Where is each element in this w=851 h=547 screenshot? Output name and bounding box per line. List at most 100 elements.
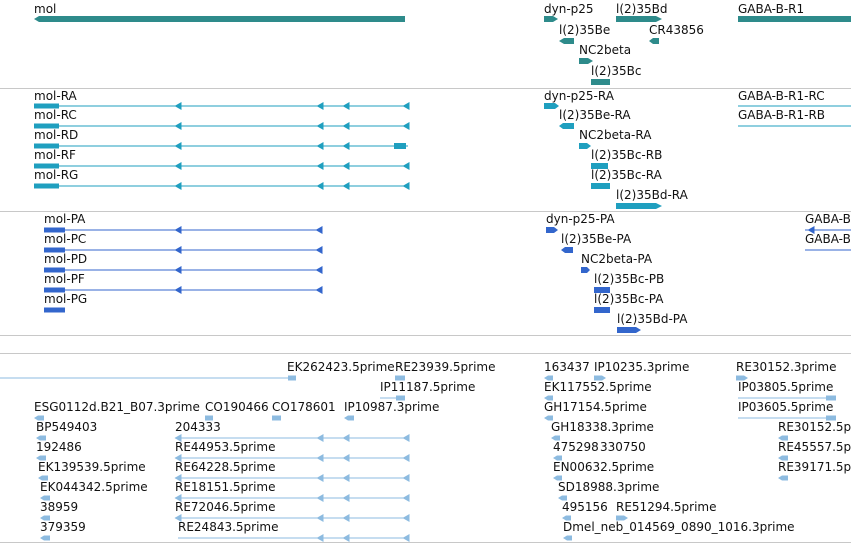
protein-label: dyn-p25-PA xyxy=(546,212,615,226)
est-38959[interactable]: 38959 xyxy=(40,500,78,521)
est-re45557[interactable]: RE45557.5p xyxy=(778,440,851,461)
est-475298[interactable]: 475298 xyxy=(553,440,599,461)
est-re30152-3prime[interactable]: RE30152.3prime xyxy=(736,360,837,381)
est-co178601[interactable]: CO178601 xyxy=(272,400,336,421)
transcript-mol-ra[interactable]: mol-RA xyxy=(34,89,410,110)
gene-label-nc2beta[interactable]: NC2beta xyxy=(579,43,631,57)
est-label: 192486 xyxy=(36,440,82,454)
gene-track: mol dyn-p25 l(2)35Bd GABA-B-R1 l(2)35Be … xyxy=(34,2,851,85)
transcript-gaba-b-r1-rc[interactable]: GABA-B-R1-RC xyxy=(738,89,851,107)
est-re18151[interactable]: RE18151.5prime xyxy=(174,480,410,502)
est-label: RE39171.5p xyxy=(778,460,851,474)
protein-l2-35Bc-pa[interactable]: l(2)35Bc-PA xyxy=(594,292,664,313)
est-ip10987[interactable]: IP10987.3prime xyxy=(344,400,439,421)
transcript-label: GABA-B-R1-RB xyxy=(738,108,825,122)
protein-label: l(2)35Bc-PA xyxy=(594,292,664,306)
gene-feature-gaba-b-r1[interactable] xyxy=(738,16,851,22)
protein-dyn-p25-pa[interactable]: dyn-p25-PA xyxy=(546,212,615,233)
est-en00632[interactable]: EN00632.5prime xyxy=(553,460,654,481)
gene-feature-dyn-p25[interactable] xyxy=(544,16,558,22)
est-esg0112d[interactable]: ESG0112d.B21_B07.3prime xyxy=(34,400,200,421)
transcript-mol-rd[interactable]: mol-RD xyxy=(34,128,408,150)
est-re44953[interactable]: RE44953.5prime xyxy=(174,440,410,462)
est-label: BP549403 xyxy=(36,420,97,434)
est-bp549403[interactable]: BP549403 xyxy=(36,420,97,441)
est-label: IP03805.5prime xyxy=(738,380,833,394)
gene-label-l2-35Bd[interactable]: l(2)35Bd xyxy=(616,2,667,16)
protein-label: l(2)35Bc-PB xyxy=(594,272,664,286)
est-gh18338[interactable]: GH18338.3prime xyxy=(551,420,654,441)
est-label: 330750 xyxy=(600,440,646,454)
est-re51294[interactable]: RE51294.5prime xyxy=(616,500,717,521)
est-track: EK262423.5prime RE23939.5prime 163437 IP… xyxy=(0,360,851,542)
est-ip03805[interactable]: IP03805.5prime xyxy=(738,380,836,401)
est-re39171[interactable]: RE39171.5p xyxy=(778,460,851,481)
protein-mol-pa[interactable]: mol-PA xyxy=(44,212,323,234)
gene-label-l2-35Bc[interactable]: l(2)35Bc xyxy=(591,64,641,78)
transcript-mol-rc[interactable]: mol-RC xyxy=(34,108,410,130)
est-ip10235[interactable]: IP10235.3prime xyxy=(594,360,689,381)
protein-mol-pf[interactable]: mol-PF xyxy=(44,272,323,294)
gene-feature-cr43856[interactable] xyxy=(649,38,659,44)
transcript-mol-rf[interactable]: mol-RF xyxy=(34,148,410,170)
est-re23939[interactable]: RE23939.5prime xyxy=(395,360,496,381)
transcript-l2-35Be-ra[interactable]: l(2)35Be-RA xyxy=(559,108,631,129)
est-192486[interactable]: 192486 xyxy=(36,440,82,461)
est-label: 163437 xyxy=(544,360,590,374)
est-label: RE45557.5p xyxy=(778,440,851,454)
est-label: GH18338.3prime xyxy=(551,420,654,434)
est-sd18988[interactable]: SD18988.3prime xyxy=(558,480,659,501)
protein-mol-pg[interactable]: mol-PG xyxy=(44,292,87,313)
gene-feature-mol[interactable] xyxy=(34,16,405,22)
protein-l2-35Be-pa[interactable]: l(2)35Be-PA xyxy=(561,232,632,253)
gene-feature-nc2beta[interactable] xyxy=(579,58,593,64)
transcript-gaba-b-r1-rb[interactable]: GABA-B-R1-RB xyxy=(738,108,851,127)
est-gh17154[interactable]: GH17154.5prime xyxy=(544,400,647,421)
est-379359[interactable]: 379359 xyxy=(40,520,86,541)
protein-label: NC2beta-PA xyxy=(581,252,653,266)
est-label: RE30152.3prime xyxy=(736,360,837,374)
transcript-nc2beta-ra[interactable]: NC2beta-RA xyxy=(579,128,652,149)
est-ek044342[interactable]: EK044342.5prime xyxy=(40,480,148,501)
transcript-l2-35Bc-ra[interactable]: l(2)35Bc-RA xyxy=(591,168,663,189)
gene-feature-l2-35Be[interactable] xyxy=(559,38,574,44)
protein-mol-pc[interactable]: mol-PC xyxy=(44,232,323,254)
gene-feature-l2-35Bd[interactable] xyxy=(616,16,662,22)
est-re64228[interactable]: RE64228.5prime xyxy=(174,460,410,482)
transcript-mol-rg[interactable]: mol-RG xyxy=(34,168,410,190)
transcript-label: mol-RG xyxy=(34,168,78,182)
protein-gaba-b-pa[interactable]: GABA-B xyxy=(805,212,851,234)
transcript-l2-35Bd-ra[interactable]: l(2)35Bd-RA xyxy=(616,188,689,209)
protein-nc2beta-pa[interactable]: NC2beta-PA xyxy=(581,252,653,273)
gene-label-gaba-b-r1[interactable]: GABA-B-R1 xyxy=(738,2,804,16)
transcript-dyn-p25-ra[interactable]: dyn-p25-RA xyxy=(544,89,615,109)
protein-mol-pd[interactable]: mol-PD xyxy=(44,252,323,274)
est-ek117552[interactable]: EK117552.5prime xyxy=(544,380,652,401)
gene-label-cr43856[interactable]: CR43856 xyxy=(649,23,704,37)
gene-label-mol[interactable]: mol xyxy=(34,2,56,16)
est-ek139539[interactable]: EK139539.5prime xyxy=(38,460,146,481)
protein-l2-35Bd-pa[interactable]: l(2)35Bd-PA xyxy=(617,312,688,333)
est-163437[interactable]: 163437 xyxy=(544,360,590,381)
est-ip03605[interactable]: IP03605.5prime xyxy=(738,400,836,421)
transcript-l2-35Bc-rb[interactable]: l(2)35Bc-RB xyxy=(591,148,662,169)
protein-label: l(2)35Be-PA xyxy=(561,232,632,246)
protein-track: mol-PA mol-PC mol-PD mol-PF xyxy=(44,212,851,333)
est-330750[interactable]: 330750 xyxy=(600,440,646,454)
est-re30152-5prime[interactable]: RE30152.5p xyxy=(778,420,851,441)
est-label: 475298 xyxy=(553,440,599,454)
est-re24843[interactable]: RE24843.5prime xyxy=(178,520,410,542)
protein-gaba-b-pb[interactable]: GABA-B xyxy=(805,232,851,251)
est-ip11187[interactable]: IP11187.5prime xyxy=(380,380,475,401)
est-ek262423[interactable]: EK262423.5prime xyxy=(0,360,395,381)
protein-label: mol-PD xyxy=(44,252,87,266)
est-co190466[interactable]: CO190466 xyxy=(205,400,269,421)
gene-feature-l2-35Bc[interactable] xyxy=(591,79,610,85)
est-495156[interactable]: 495156 xyxy=(562,500,608,521)
est-re72046[interactable]: RE72046.5prime xyxy=(174,500,410,522)
protein-l2-35Bc-pb[interactable]: l(2)35Bc-PB xyxy=(594,272,664,293)
gene-label-l2-35Be[interactable]: l(2)35Be xyxy=(559,23,610,37)
est-204333[interactable]: 204333 xyxy=(174,420,410,442)
est-dmel-neb[interactable]: Dmel_neb_014569_0890_1016.3prime xyxy=(563,520,795,541)
gene-label-dyn-p25[interactable]: dyn-p25 xyxy=(544,2,594,16)
